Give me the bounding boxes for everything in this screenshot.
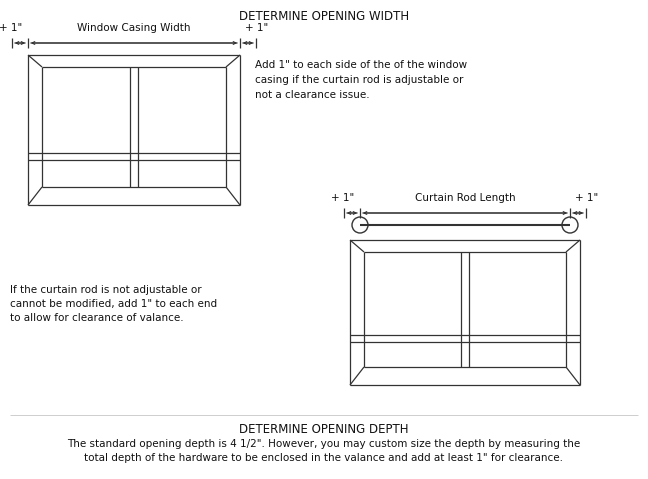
Text: + 1": + 1": [246, 23, 269, 33]
Text: Add 1" to each side of the of the window: Add 1" to each side of the of the window: [255, 60, 467, 70]
Text: Curtain Rod Length: Curtain Rod Length: [415, 193, 515, 203]
Text: If the curtain rod is not adjustable or: If the curtain rod is not adjustable or: [10, 285, 202, 295]
Text: to allow for clearance of valance.: to allow for clearance of valance.: [10, 313, 183, 323]
Text: total depth of the hardware to be enclosed in the valance and add at least 1" fo: total depth of the hardware to be enclos…: [84, 453, 564, 463]
Text: + 1": + 1": [575, 193, 599, 203]
Text: cannot be modified, add 1" to each end: cannot be modified, add 1" to each end: [10, 299, 217, 309]
Text: not a clearance issue.: not a clearance issue.: [255, 90, 369, 100]
Text: DETERMINE OPENING WIDTH: DETERMINE OPENING WIDTH: [239, 10, 409, 23]
Text: Window Casing Width: Window Casing Width: [77, 23, 191, 33]
Text: DETERMINE OPENING DEPTH: DETERMINE OPENING DEPTH: [239, 423, 409, 436]
Text: + 1": + 1": [0, 23, 23, 33]
Text: + 1": + 1": [331, 193, 354, 203]
Text: casing if the curtain rod is adjustable or: casing if the curtain rod is adjustable …: [255, 75, 463, 85]
Text: The standard opening depth is 4 1/2". However, you may custom size the depth by : The standard opening depth is 4 1/2". Ho…: [67, 439, 581, 449]
